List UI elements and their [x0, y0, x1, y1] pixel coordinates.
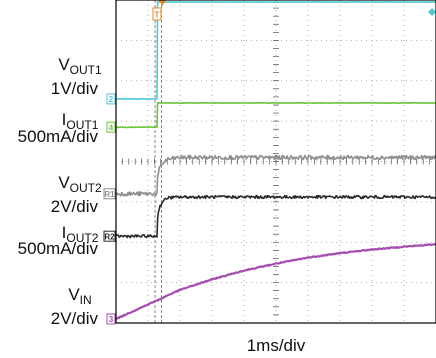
label-ch4-scale: 500mA/div: [18, 127, 99, 146]
svg-text:R1: R1: [104, 190, 115, 199]
time-scale-label: 1ms/div: [247, 336, 306, 355]
trigger-position-icon: [158, 0, 167, 6]
trace-ch2: [115, 0, 436, 100]
ch2-level-icon: [428, 8, 436, 17]
marker-ch4: 4: [106, 121, 116, 133]
waveform-traces: [115, 0, 436, 320]
marker-r2: R2: [103, 230, 116, 242]
marker-ch2: 2: [106, 93, 116, 105]
graticule: [115, 0, 436, 324]
channel-labels: VOUT11V/divIOUT1500mA/divVOUT22V/divIOUT…: [18, 55, 102, 328]
label-ch2-scale: 1V/div: [51, 79, 99, 98]
plot-border: [115, 0, 436, 324]
marker-r1: R1: [103, 188, 116, 200]
svg-text:T: T: [155, 11, 160, 20]
trace-ch3: [115, 243, 436, 320]
label-ch2-name: VOUT1: [58, 55, 102, 77]
label-r2-name: IOUT2: [62, 223, 99, 245]
label-ch4-name: IOUT1: [62, 110, 99, 132]
trace-r2: [116, 194, 436, 239]
marker-ch3: 3: [106, 313, 116, 325]
label-r1-scale: 2V/div: [51, 197, 99, 216]
svg-text:4: 4: [109, 123, 114, 132]
label-ch3-scale: 2V/div: [51, 309, 99, 328]
trace-r1: [115, 154, 436, 197]
channel-markers: 2 4 R1 R2 3 T: [103, 0, 436, 325]
label-r1-name: VOUT2: [58, 173, 102, 195]
label-ch3-name: VIN: [68, 285, 91, 307]
trigger-marker: T: [152, 7, 162, 21]
trace-ch4: [115, 101, 436, 129]
svg-text:R2: R2: [104, 232, 115, 241]
svg-text:3: 3: [109, 315, 114, 324]
svg-text:2: 2: [109, 95, 114, 104]
label-r2-scale: 500mA/div: [18, 239, 99, 258]
